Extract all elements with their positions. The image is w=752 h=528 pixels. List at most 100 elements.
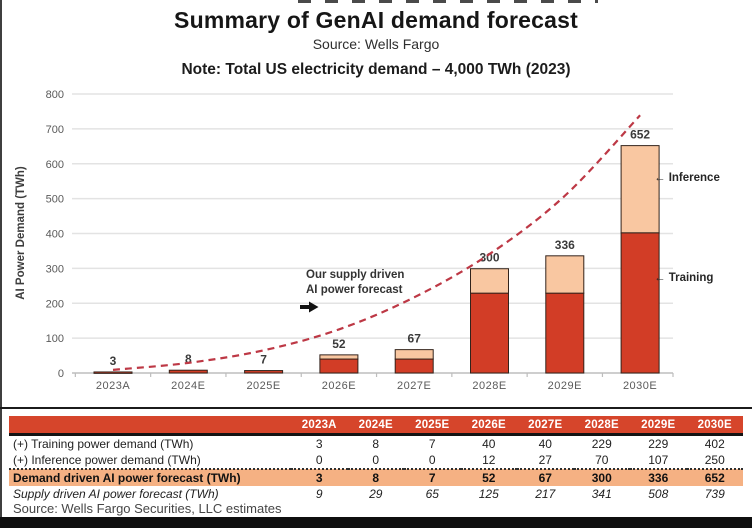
- inference-annotation-label: Inference: [669, 172, 720, 184]
- bar-2027E-training: [394, 358, 434, 374]
- bar-chart: 0 100 200 300 400 500 600 700 800 AI Power Demand…: [15, 89, 720, 392]
- row-value-cell: 8: [347, 469, 404, 486]
- bar-2025E-training: [244, 370, 284, 374]
- supply-annotation-line: Our supply driven: [306, 269, 404, 281]
- bar-total-label: 652: [630, 128, 650, 142]
- row-value-cell: 125: [478, 487, 499, 501]
- bar-2026E-training: [319, 358, 359, 374]
- forecast-table: 2023A 2024E 2025E 2026E 2027E 2028E 2029E 2030E…: [9, 416, 743, 502]
- page-title: Summary of GenAI demand forecast: [174, 7, 578, 33]
- row-value-cell: 9: [315, 487, 323, 501]
- row-value-cell: 0: [315, 453, 323, 467]
- row-value-cell: 229: [648, 437, 669, 451]
- y-tick-label: 700: [46, 124, 64, 136]
- bar-2029E-training: [545, 292, 585, 374]
- row-value-cell: 336: [630, 469, 687, 486]
- y-tick-label: 500: [46, 194, 64, 206]
- x-tick-label: 2027E: [397, 380, 431, 392]
- x-tick-label: 2028E: [472, 380, 506, 392]
- y-tick-label: 600: [46, 159, 64, 171]
- y-axis-title: AI Power Demand (TWh): [15, 166, 27, 300]
- bar-total-label: 7: [260, 353, 267, 367]
- x-tick-label: 2026E: [322, 380, 356, 392]
- table-head: 2023A 2024E 2025E 2026E 2027E 2028E 2029E 2030E: [9, 416, 743, 435]
- training-annotation-label: Training: [669, 272, 714, 284]
- row-value-cell: 341: [591, 487, 612, 501]
- bar-2030E-training: [620, 232, 660, 374]
- bar-2023A-training: [93, 371, 133, 374]
- x-tick-label: 2024E: [171, 380, 205, 392]
- bar-total-label: 8: [185, 352, 192, 366]
- table-row: (+) Inference power demand (TWh) 0 0 0 12 27 7…: [9, 452, 743, 469]
- row-value-cell: 7: [428, 437, 436, 451]
- table-footnote: Source: Wells Fargo Securities, LLC esti…: [13, 501, 282, 516]
- y-tick-label: 200: [46, 298, 64, 310]
- chart-source-label: Source: Wells Fargo: [312, 36, 440, 52]
- row-value-cell: 652: [686, 469, 743, 486]
- row-value-cell: 7: [404, 469, 461, 486]
- row-value-cell: 0: [372, 453, 380, 467]
- bar-2026E-inference: [319, 354, 359, 360]
- supply-forecast-dashed-line: [112, 114, 641, 371]
- window-left-border: [0, 0, 2, 518]
- right-arrow-icon: [300, 301, 319, 313]
- row-value-cell: 250: [704, 453, 725, 467]
- table-header-year-2024E: 2024E: [347, 416, 404, 435]
- table-header-year-2029E: 2029E: [630, 416, 687, 435]
- x-tick-label: 2025E: [246, 380, 280, 392]
- x-tick-label: 2023A: [96, 380, 130, 392]
- bar-total-label: 52: [332, 337, 346, 351]
- bar-2028E-inference: [470, 268, 509, 294]
- row-label: Supply driven AI power forecast (TWh): [13, 487, 219, 501]
- row-label: (+) Training power demand (TWh): [13, 437, 194, 451]
- row-value-cell: 107: [648, 453, 669, 467]
- bar-2028E-training: [470, 292, 509, 374]
- left-arrow-icon: ←: [654, 172, 669, 184]
- row-value-cell: 40: [538, 437, 552, 451]
- row-value-cell: 739: [704, 487, 725, 501]
- row-value-cell: 65: [425, 487, 439, 501]
- bar-2029E-inference: [545, 255, 585, 294]
- bar-total-label: 336: [555, 238, 575, 252]
- x-tick-label: 2029E: [548, 380, 582, 392]
- table-header-year-2028E: 2028E: [573, 416, 630, 435]
- table-row: Demand driven AI power forecast (TWh) 3 8 7…: [9, 469, 743, 486]
- row-label: (+) Inference power demand (TWh): [13, 453, 201, 467]
- left-arrow-icon: ←: [654, 272, 669, 284]
- row-value-cell: 217: [535, 487, 556, 501]
- x-tick-label: 2030E: [623, 380, 657, 392]
- row-value-cell: 29: [369, 487, 383, 501]
- bar-total-label: 3: [110, 354, 117, 368]
- table-header-year-2026E: 2026E: [460, 416, 517, 435]
- table-row: (+) Training power demand (TWh) 3 8 7 40 40 22…: [9, 435, 743, 453]
- table-header-year-2025E: 2025E: [404, 416, 461, 435]
- row-value-cell: 508: [648, 487, 669, 501]
- table-header-label-cell: [9, 416, 291, 435]
- row-value-cell: 8: [372, 437, 380, 451]
- supply-annotation-line: AI power forecast: [306, 284, 403, 296]
- table-header-year-2030E: 2030E: [686, 416, 743, 435]
- y-tick-label: 0: [58, 368, 64, 380]
- cropped-text-artifact: [298, 0, 598, 3]
- row-value-cell: 3: [315, 437, 323, 451]
- table-row: Supply driven AI power forecast (TWh) 9 29…: [9, 486, 743, 502]
- table-top-rule: [0, 407, 752, 409]
- bar-2030E-inference: [620, 145, 660, 234]
- table-header-year-2027E: 2027E: [517, 416, 574, 435]
- row-value-cell: 27: [538, 453, 552, 467]
- row-value-cell: 67: [517, 469, 574, 486]
- window-bottom-bar: [0, 517, 752, 528]
- row-value-cell: 40: [482, 437, 496, 451]
- table-body: (+) Training power demand (TWh) 3 8 7 40 40 22…: [9, 435, 743, 503]
- note-label: Note: Total US electricity demand – 4,00…: [181, 61, 571, 78]
- row-value-cell: 0: [428, 453, 436, 467]
- row-value-cell: 52: [460, 469, 517, 486]
- row-value-cell: 402: [704, 437, 725, 451]
- bar-total-label: 300: [479, 250, 499, 264]
- table-header-year-2023A: 2023A: [291, 416, 348, 435]
- y-tick-label: 300: [46, 263, 64, 275]
- row-value-cell: 300: [573, 469, 630, 486]
- bar-total-label: 67: [408, 332, 422, 346]
- row-value-cell: 3: [291, 469, 348, 486]
